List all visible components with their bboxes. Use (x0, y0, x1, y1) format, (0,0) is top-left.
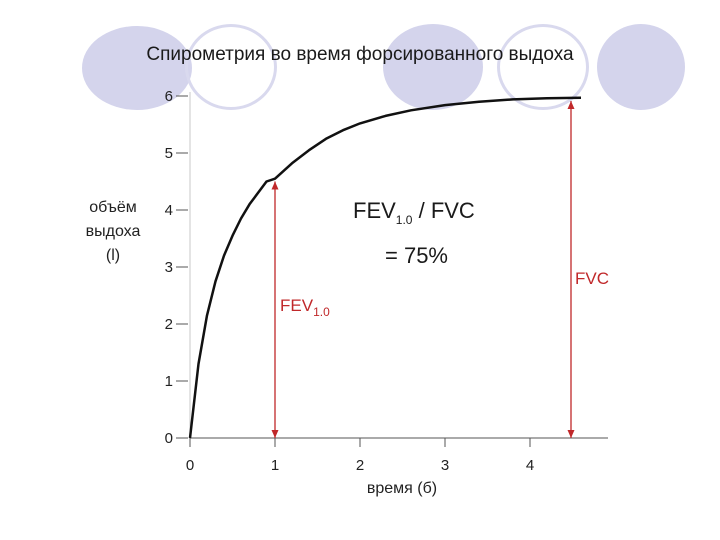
decor-circle-2 (185, 24, 277, 110)
ratio-main: FEV (353, 198, 396, 223)
y-axis-label-line-3: (l) (106, 247, 120, 264)
chart-axes (189, 92, 608, 439)
x-axis-label: время (б) (367, 480, 437, 497)
fev-marker-arrow-top (271, 181, 279, 190)
y-axis-label-line-1: объём (89, 199, 136, 216)
fvc-marker-arrow-bottom (567, 430, 575, 438)
page-title: Спирометрия во время форсированного выдо… (146, 44, 574, 65)
decor-circle-1 (82, 26, 192, 110)
x-tick-label-0: 0 (186, 457, 194, 474)
y-tick-label-3: 3 (165, 259, 173, 276)
decor-circle-5 (597, 24, 685, 110)
decor-circle-3 (383, 24, 483, 110)
y-tick-label-6: 6 (165, 88, 173, 105)
fvc-marker-arrow-top (567, 101, 575, 109)
x-tick-label-4: 4 (526, 457, 534, 474)
y-axis-label-line-2: выдоха (86, 223, 141, 240)
fev-label: FEV1.0 (280, 296, 330, 319)
volume-curve (188, 96, 582, 439)
ratio-sub: 1.0 (396, 213, 413, 227)
chart-ticks: 0 1 2 3 4 5 6 0 1 2 3 4 (165, 88, 535, 474)
x-tick-label-3: 3 (441, 457, 449, 474)
decor-circle-4 (497, 24, 589, 110)
x-tick-label-2: 2 (356, 457, 364, 474)
y-tick-label-5: 5 (165, 145, 173, 162)
ratio-annotation: FEV1.0 / FVC (353, 198, 475, 227)
fvc-label: FVC (575, 269, 609, 288)
chart-markers (271, 101, 575, 438)
y-tick-label-1: 1 (165, 373, 173, 390)
ratio-value: = 75% (385, 243, 448, 268)
fev-sub: 1.0 (313, 305, 330, 319)
x-tick-label-1: 1 (271, 457, 279, 474)
y-tick-label-4: 4 (165, 202, 173, 219)
fev-marker-arrow-bottom (271, 430, 279, 438)
ratio-rest: / FVC (412, 198, 474, 223)
y-tick-label-2: 2 (165, 316, 173, 333)
fev-main: FEV (280, 296, 314, 315)
y-tick-label-0: 0 (165, 430, 173, 447)
